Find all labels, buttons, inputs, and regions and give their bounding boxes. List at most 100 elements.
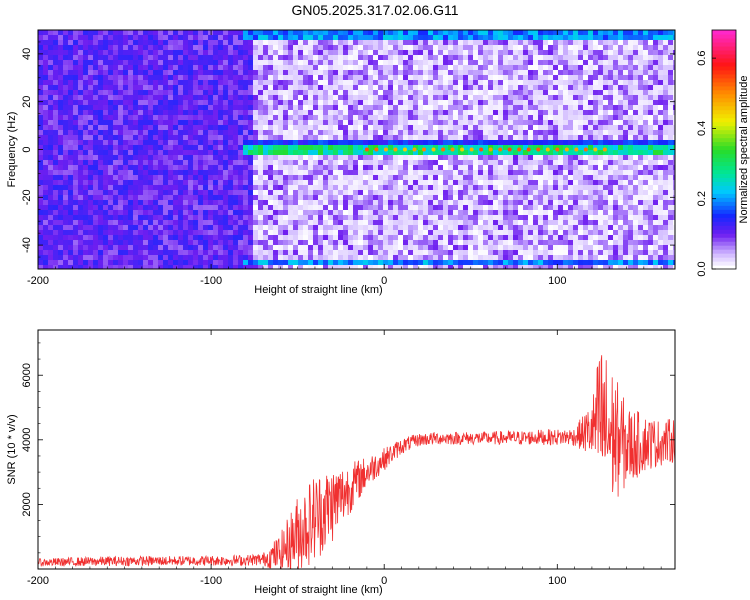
heatmap-cell <box>458 30 463 35</box>
heatmap-cell <box>368 75 373 80</box>
heatmap-cell <box>488 255 493 260</box>
heatmap-cell <box>103 235 108 240</box>
heatmap-cell <box>313 230 318 235</box>
heatmap-cell <box>98 225 103 230</box>
heatmap-cell <box>343 225 348 230</box>
heatmap-cell <box>143 145 148 150</box>
heatmap-cell <box>338 260 343 265</box>
heatmap-cell <box>53 205 58 210</box>
heatmap-cell <box>503 175 508 180</box>
heatmap-cell <box>268 200 273 205</box>
heatmap-cell <box>553 225 558 230</box>
heatmap-cell <box>393 160 398 165</box>
heatmap-cell <box>288 140 293 145</box>
heatmap-cell <box>48 35 53 40</box>
heatmap-cell <box>208 100 213 105</box>
heatmap-cell <box>328 130 333 135</box>
heatmap-cell <box>318 30 323 35</box>
heatmap-cell <box>78 110 83 115</box>
heatmap-cell <box>313 105 318 110</box>
heatmap-cell <box>278 140 283 145</box>
heatmap-cell <box>258 230 263 235</box>
heatmap-cell <box>148 65 153 70</box>
heatmap-cell <box>518 140 523 145</box>
heatmap-cell <box>553 170 558 175</box>
heatmap-cell <box>343 75 348 80</box>
heatmap-cell <box>73 170 78 175</box>
heatmap-cell <box>258 100 263 105</box>
heatmap-cell <box>198 115 203 120</box>
heatmap-cell <box>453 230 458 235</box>
heatmap-cell <box>433 165 438 170</box>
heatmap-cell <box>448 65 453 70</box>
heatmap-cell <box>253 200 258 205</box>
heatmap-cell <box>158 245 163 250</box>
heatmap-cell <box>533 130 538 135</box>
heatmap-cell <box>528 255 533 260</box>
heatmap-cell <box>128 240 133 245</box>
heatmap-cell <box>173 155 178 160</box>
heatmap-cell <box>363 215 368 220</box>
heatmap-cell <box>193 265 198 269</box>
heatmap-cell <box>93 100 98 105</box>
heatmap-cell <box>233 185 238 190</box>
heatmap-cell <box>403 240 408 245</box>
heatmap-cell <box>243 160 248 165</box>
heatmap-cell <box>103 195 108 200</box>
heatmap-cell <box>463 235 468 240</box>
heatmap-cell <box>173 215 178 220</box>
heatmap-cell <box>523 260 528 265</box>
heatmap-cell <box>298 70 303 75</box>
heatmap-cell <box>318 210 323 215</box>
heatmap-cell <box>213 65 218 70</box>
heatmap-cell <box>408 195 413 200</box>
heatmap-cell <box>513 200 518 205</box>
heatmap-cell <box>458 175 463 180</box>
heatmap-cell <box>318 110 323 115</box>
heatmap-cell <box>373 250 378 255</box>
heatmap-cell <box>518 265 523 269</box>
heatmap-cell <box>118 45 123 50</box>
heatmap-cell <box>118 160 123 165</box>
heatmap-cell <box>363 195 368 200</box>
heatmap-cell <box>513 185 518 190</box>
heatmap-cell <box>128 170 133 175</box>
heatmap-cell <box>173 180 178 185</box>
heatmap-cell <box>513 90 518 95</box>
heatmap-cell <box>403 175 408 180</box>
heatmap-cell <box>83 110 88 115</box>
heatmap-cell <box>318 70 323 75</box>
heatmap-cell <box>268 210 273 215</box>
heatmap-cell <box>223 175 228 180</box>
heatmap-cell <box>488 135 493 140</box>
heatmap-cell <box>263 35 268 40</box>
heatmap-cell <box>73 50 78 55</box>
heatmap-cell <box>383 185 388 190</box>
heatmap-cell <box>98 265 103 269</box>
heatmap-cell <box>373 160 378 165</box>
heatmap-cell <box>183 110 188 115</box>
heatmap-cell <box>468 85 473 90</box>
heatmap-cell <box>173 250 178 255</box>
heatmap-cell <box>88 250 93 255</box>
heatmap-cell <box>253 115 258 120</box>
heatmap-cell <box>358 155 363 160</box>
heatmap-cell <box>263 105 268 110</box>
heatmap-cell <box>353 90 358 95</box>
heatmap-cell <box>278 150 283 155</box>
heatmap-cell <box>48 245 53 250</box>
heatmap-cell <box>148 170 153 175</box>
heatmap-cell <box>543 30 548 35</box>
heatmap-cell <box>148 50 153 55</box>
heatmap-cell <box>428 55 433 60</box>
heatmap-cell <box>238 185 243 190</box>
heatmap-cell <box>418 130 423 135</box>
heatmap-cell <box>153 120 158 125</box>
heatmap-cell <box>218 230 223 235</box>
heatmap-cell <box>503 90 508 95</box>
heatmap-cell <box>218 195 223 200</box>
heatmap-cell <box>378 260 383 265</box>
heatmap-cell <box>108 195 113 200</box>
heatmap-cell <box>233 230 238 235</box>
heatmap-cell <box>258 160 263 165</box>
